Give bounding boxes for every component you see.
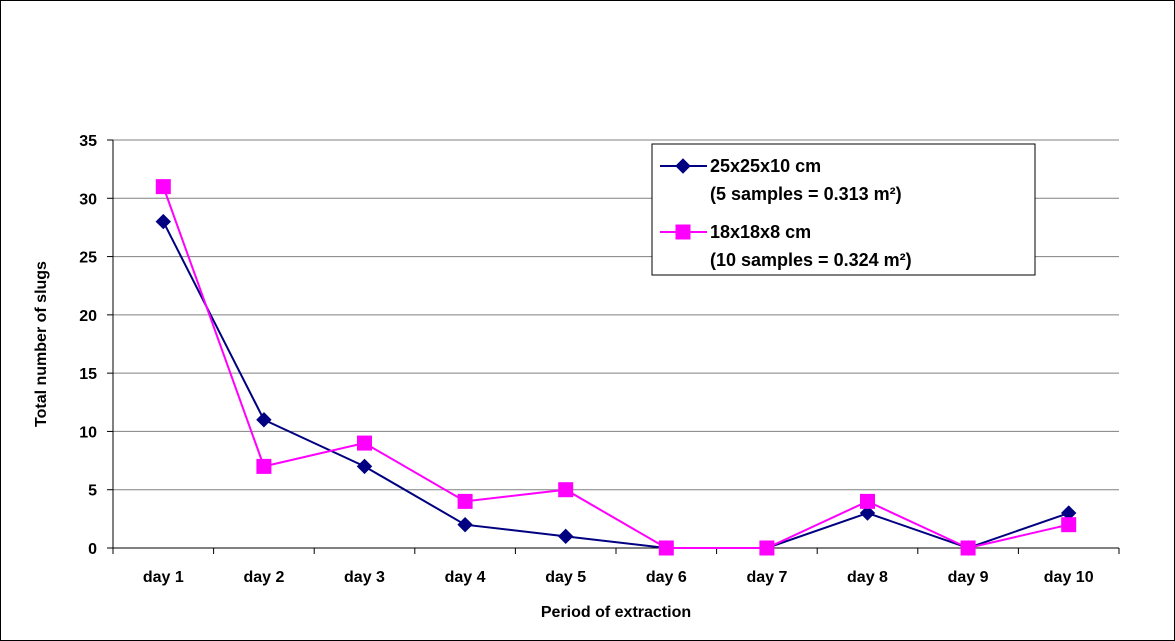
legend-sublabel-series-2: (10 samples = 0.324 m²)	[710, 250, 912, 270]
x-axis-title: Period of extraction	[541, 604, 691, 621]
data-point-square	[759, 540, 775, 556]
legend-label-series-1: 25x25x10 cm	[710, 156, 821, 176]
y-tick-label: 25	[79, 250, 97, 267]
x-tick-label: day 4	[445, 569, 486, 586]
x-tick-label: day 9	[948, 569, 989, 586]
y-tick-label: 35	[79, 133, 97, 150]
series-line	[162, 221, 1070, 550]
data-point-diamond	[256, 412, 272, 428]
y-tick-labels: 0 5 10 15 20 25 30 35	[79, 133, 97, 558]
axes	[107, 139, 1120, 554]
data-point-square	[1061, 517, 1077, 533]
x-tick-label: day 3	[344, 569, 385, 586]
y-tick-label: 5	[88, 483, 97, 500]
gridlines	[113, 139, 1119, 491]
data-point-diamond	[155, 213, 172, 230]
legend-marker-square	[675, 224, 691, 240]
x-tick-label: day 6	[646, 569, 687, 586]
x-tick-label: day 5	[545, 569, 586, 586]
y-tick-label: 10	[79, 424, 97, 441]
legend: 25x25x10 cm (5 samples = 0.313 m²) 18x18…	[651, 143, 1036, 276]
legend-box	[651, 143, 1036, 276]
data-point-diamond	[557, 528, 574, 545]
y-axis-title: Total number of slugs	[33, 261, 50, 427]
y-tick-label: 30	[79, 191, 97, 208]
data-point-square	[558, 482, 574, 498]
x-tick-labels: day 1 day 2 day 3 day 4 day 5 day 6 day 7 day 8…	[143, 569, 1094, 586]
y-tick-label: 15	[79, 366, 97, 383]
data-point-square	[457, 493, 473, 509]
data-point-square	[256, 458, 272, 474]
data-point-diamond	[457, 516, 473, 533]
x-tick-label: day 1	[143, 569, 184, 586]
x-tick-label: day 8	[847, 569, 888, 586]
x-tick-label: day 10	[1044, 569, 1094, 586]
data-point-diamond	[859, 505, 876, 521]
data-point-square	[860, 493, 875, 509]
data-point-diamond	[356, 458, 373, 475]
series-2	[155, 179, 1077, 556]
x-tick-label: day 7	[746, 569, 787, 586]
data-point-square	[960, 540, 976, 556]
data-point-square	[357, 435, 372, 451]
series-line	[162, 186, 1069, 550]
legend-marker-diamond	[675, 158, 691, 174]
y-tick-label: 20	[79, 308, 97, 325]
data-point-square	[155, 179, 171, 195]
legend-sublabel-series-1: (5 samples = 0.313 m²)	[710, 184, 902, 204]
y-tick-label: 0	[88, 541, 97, 558]
data-point-square	[658, 540, 674, 556]
series	[155, 179, 1077, 556]
legend-label-series-2: 18x18x8 cm	[710, 222, 811, 242]
x-tick-label: day 2	[243, 569, 284, 586]
